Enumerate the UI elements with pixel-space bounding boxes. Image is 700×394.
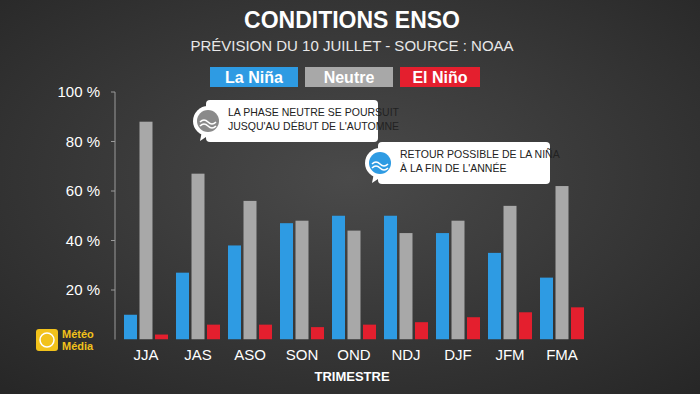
bar <box>332 216 345 340</box>
x-tick-label: ASO <box>234 346 266 363</box>
y-axis-line <box>115 92 116 340</box>
legend-item: El Niño <box>400 67 480 87</box>
bar <box>348 231 361 340</box>
x-axis-label: TRIMESTRE <box>314 369 389 384</box>
logo-square <box>36 329 58 351</box>
annotation: LA PHASE NEUTRE SE POURSUIT JUSQU'AU DÉBU… <box>193 100 400 142</box>
legend-label: Neutre <box>324 69 375 86</box>
bars <box>124 122 584 340</box>
x-tick-label: SON <box>286 346 319 363</box>
bar <box>384 216 397 340</box>
annotation-icon <box>369 152 391 174</box>
legend-label: El Niño <box>412 69 467 86</box>
annotation-icon-wave <box>200 124 216 128</box>
y-tick <box>111 191 115 192</box>
bar <box>311 327 324 339</box>
annotation-icon <box>197 110 219 132</box>
legend-item: La Niña <box>210 67 298 87</box>
x-tick-label: NDJ <box>391 346 420 363</box>
bar <box>400 233 413 339</box>
logo: MétéoMédia <box>36 328 94 352</box>
y-tick <box>111 290 115 291</box>
x-tick-label: FMA <box>546 346 578 363</box>
bar <box>176 273 189 340</box>
bar <box>207 325 220 340</box>
annotation-text: RETOUR POSSIBLE DE LA NIÑA <box>400 148 560 160</box>
bar <box>124 315 137 340</box>
bar <box>452 221 465 340</box>
bar <box>280 223 293 339</box>
bar <box>571 307 584 339</box>
logo-globe <box>40 333 54 347</box>
y-tick-label: 80 % <box>66 133 100 150</box>
x-tick-label: DJF <box>444 346 472 363</box>
bar <box>467 317 480 339</box>
y-tick-label: 60 % <box>66 182 100 199</box>
legend-swatch <box>305 67 393 87</box>
chart: CONDITIONS ENSO PRÉVISION DU 10 JUILLET -… <box>0 0 700 394</box>
background <box>0 0 700 394</box>
bar <box>415 322 428 339</box>
bar <box>155 335 168 340</box>
annotation-text: LA PHASE NEUTRE SE POURSUIT <box>228 106 400 118</box>
annotation-icon-bg <box>365 148 395 178</box>
y-tick-label: 40 % <box>66 232 100 249</box>
subtitle: PRÉVISION DU 10 JUILLET - SOURCE : NOAA <box>190 37 513 54</box>
annotation-text: À LA FIN DE L'ANNÉE <box>400 162 506 174</box>
y-tick-label: 100 % <box>57 83 100 100</box>
annotation-icon-wave <box>372 166 388 170</box>
legend-swatch <box>210 67 298 87</box>
logo-text: Média <box>62 340 94 352</box>
legend-label: La Niña <box>225 69 283 86</box>
bar <box>244 201 257 340</box>
title: CONDITIONS ENSO <box>244 7 460 33</box>
y-tick <box>111 141 115 142</box>
bar <box>296 221 309 340</box>
bar <box>556 186 569 339</box>
bar <box>192 174 205 340</box>
annotation-icon-bg <box>193 106 223 136</box>
bar <box>519 312 532 339</box>
bar <box>140 122 153 340</box>
y-tick <box>111 240 115 241</box>
x-tick-label: JJA <box>133 346 158 363</box>
annotation-icon-wave <box>200 120 216 124</box>
annotation-icon-wave <box>372 162 388 166</box>
y-tick-label: 20 % <box>66 281 100 298</box>
logo-text: Météo <box>62 328 94 340</box>
annotation: RETOUR POSSIBLE DE LA NIÑA À LA FIN DE L'… <box>365 142 560 184</box>
bar <box>488 253 501 340</box>
bar <box>436 233 449 339</box>
bar <box>363 325 376 340</box>
x-tick-label: JFM <box>495 346 524 363</box>
legend-item: Neutre <box>305 67 393 87</box>
legend-swatch <box>400 67 480 87</box>
x-tick-label: JAS <box>184 346 212 363</box>
bar <box>228 245 241 339</box>
annotation-text: JUSQU'AU DÉBUT DE L'AUTOMNE <box>228 120 399 132</box>
bar <box>259 325 272 340</box>
y-tick <box>111 92 115 93</box>
bar <box>504 206 517 340</box>
x-tick-label: OND <box>337 346 371 363</box>
bar <box>540 278 553 340</box>
